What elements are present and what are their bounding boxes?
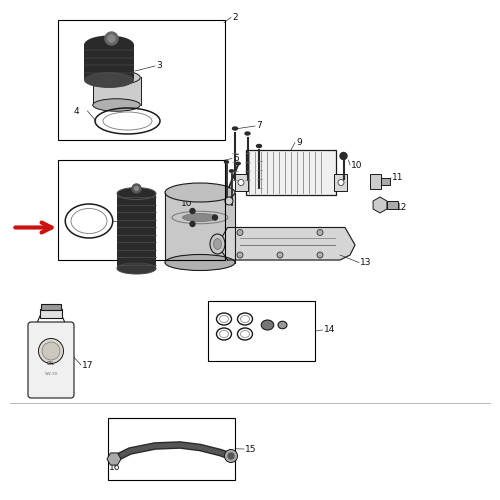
Ellipse shape [232, 127, 237, 130]
Ellipse shape [165, 183, 235, 202]
Text: 13: 13 [360, 258, 372, 267]
Text: 5W-30: 5W-30 [44, 372, 58, 376]
Ellipse shape [210, 234, 225, 254]
Ellipse shape [92, 99, 140, 112]
Bar [381, 178, 390, 185]
Circle shape [190, 222, 195, 226]
Text: 5: 5 [233, 154, 239, 163]
Text: 16: 16 [109, 463, 120, 472]
Bar [386, 201, 398, 209]
Text: 17: 17 [82, 360, 94, 370]
Circle shape [338, 180, 344, 186]
FancyBboxPatch shape [28, 322, 74, 398]
Circle shape [108, 35, 115, 42]
Ellipse shape [278, 322, 287, 329]
Ellipse shape [245, 132, 250, 135]
Bar [246, 150, 336, 195]
Circle shape [237, 230, 243, 235]
Bar [117, 194, 156, 268]
Circle shape [42, 342, 60, 360]
Bar [334, 174, 347, 191]
Circle shape [132, 184, 141, 193]
Ellipse shape [84, 36, 134, 54]
Circle shape [134, 186, 138, 190]
Bar [93, 78, 140, 105]
Polygon shape [218, 228, 355, 260]
Circle shape [190, 208, 195, 214]
Ellipse shape [182, 214, 218, 222]
Text: 3: 3 [156, 62, 162, 70]
Circle shape [317, 252, 323, 258]
Circle shape [237, 252, 243, 258]
Text: 8: 8 [256, 177, 262, 186]
Text: 4: 4 [74, 106, 80, 116]
Text: 2: 2 [232, 13, 237, 22]
Ellipse shape [165, 254, 235, 270]
Ellipse shape [224, 161, 228, 164]
Text: 10: 10 [351, 160, 362, 170]
Ellipse shape [236, 162, 240, 165]
Ellipse shape [117, 188, 156, 200]
Bar [235, 174, 248, 191]
Bar [58, 160, 225, 260]
Ellipse shape [92, 70, 140, 85]
Bar [84, 45, 134, 80]
Bar [165, 192, 235, 262]
Text: OIL: OIL [47, 361, 55, 366]
Bar [41, 304, 61, 310]
Circle shape [224, 450, 237, 462]
Circle shape [277, 252, 283, 258]
Text: 15: 15 [245, 444, 256, 454]
Text: 14: 14 [324, 326, 335, 334]
Bar [58, 20, 225, 140]
Text: 9: 9 [296, 138, 302, 147]
Circle shape [238, 180, 244, 186]
Text: 11: 11 [392, 174, 404, 182]
Text: 7: 7 [256, 122, 262, 130]
Circle shape [225, 197, 233, 205]
Circle shape [38, 338, 64, 363]
Ellipse shape [214, 238, 222, 250]
Circle shape [340, 152, 347, 160]
Text: 6: 6 [129, 216, 135, 226]
Bar [108, 418, 235, 480]
Circle shape [105, 32, 118, 45]
Bar [208, 301, 315, 361]
Ellipse shape [261, 320, 274, 330]
Ellipse shape [256, 144, 262, 148]
Ellipse shape [117, 263, 156, 274]
Ellipse shape [84, 72, 134, 88]
Bar [370, 174, 381, 189]
Circle shape [317, 230, 323, 235]
Text: 12: 12 [396, 203, 407, 212]
Bar [40, 308, 62, 318]
Ellipse shape [230, 170, 234, 172]
Circle shape [228, 453, 234, 459]
Circle shape [212, 215, 218, 220]
Text: 10: 10 [181, 199, 192, 208]
